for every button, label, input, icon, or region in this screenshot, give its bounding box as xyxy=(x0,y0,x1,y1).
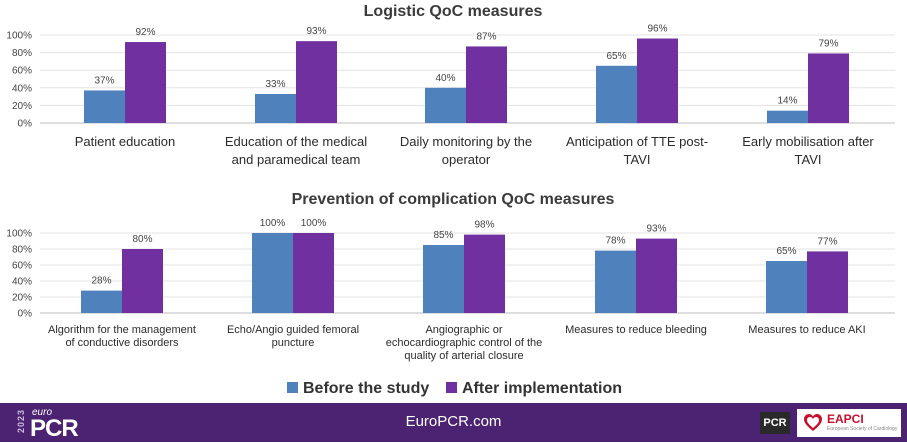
chart1-data-label: 93% xyxy=(306,26,326,37)
chart2-data-label: 28% xyxy=(91,276,111,287)
chart1-category-label: Early mobilisation after xyxy=(742,134,874,149)
eapci-subtitle: European Society of Cardiology xyxy=(827,426,898,432)
legend-label-after: After implementation xyxy=(462,380,622,397)
chart1-title: Logistic QoC measures xyxy=(364,3,543,20)
legend-label-before: Before the study xyxy=(303,380,429,397)
chart2-category-label: Measures to reduce bleeding xyxy=(565,324,707,336)
chart2-bar-after xyxy=(636,238,677,313)
chart2-data-label: 78% xyxy=(605,236,625,247)
chart1-data-label: 79% xyxy=(818,38,838,49)
chart2-bar-after xyxy=(122,249,163,313)
chart2-data-label: 100% xyxy=(260,218,286,229)
chart1-data-label: 40% xyxy=(435,73,455,84)
chart2-y-tick-label: 20% xyxy=(12,293,32,304)
chart2-category-label: echocardiographic control of the xyxy=(386,337,543,349)
chart1-data-label: 65% xyxy=(606,51,626,62)
chart1-data-label: 14% xyxy=(777,96,797,107)
chart2-bar-after xyxy=(807,251,848,313)
chart2-y-tick-label: 60% xyxy=(12,261,32,272)
chart2-data-label: 100% xyxy=(301,218,327,229)
chart1-category-label: Anticipation of TTE post- xyxy=(566,134,708,149)
chart2-category-label: quality of arterial closure xyxy=(404,350,523,362)
chart1-data-label: 37% xyxy=(94,75,114,86)
chart1-y-tick-label: 20% xyxy=(12,101,32,112)
chart1-data-label: 87% xyxy=(476,31,496,42)
pcr-badge-logo: PCR xyxy=(760,412,790,434)
chart1-y-tick-label: 40% xyxy=(12,83,32,94)
chart2-y-tick-label: 40% xyxy=(12,277,32,288)
chart1-bar-before xyxy=(425,87,466,123)
chart2-y-tick-label: 0% xyxy=(18,309,33,320)
chart1-y-tick-label: 80% xyxy=(12,48,32,59)
chart2-data-label: 65% xyxy=(776,246,796,257)
chart1-category-label: Daily monitoring by the xyxy=(400,134,532,149)
chart1-y-tick-label: 100% xyxy=(6,31,32,42)
chart2-bar-after xyxy=(293,233,334,313)
chart2-data-label: 85% xyxy=(433,230,453,241)
eapci-logo: EAPCI European Society of Cardiology xyxy=(797,409,901,437)
chart2-data-label: 93% xyxy=(646,224,666,235)
chart1-bar-after xyxy=(125,42,166,123)
chart1-category-label: Patient education xyxy=(75,134,175,149)
chart2-category-label: Measures to reduce AKI xyxy=(748,324,865,336)
chart1-category-label: operator xyxy=(442,152,491,167)
chart1-bar-before xyxy=(255,93,296,123)
chart2-title: Prevention of complication QoC measures xyxy=(292,191,615,208)
chart1-bar-before xyxy=(767,110,808,123)
chart1-data-label: 33% xyxy=(265,79,285,90)
legend-swatch-before xyxy=(287,382,298,393)
chart1-bar-before xyxy=(596,65,637,123)
chart2-category-label: Echo/Angio guided femoral xyxy=(227,324,359,336)
footer-website: EuroPCR.com xyxy=(405,413,502,430)
chart1-bar-before xyxy=(84,90,125,123)
chart2-data-label: 98% xyxy=(474,220,494,231)
footer-pcr: PCR xyxy=(30,415,79,442)
chart2-category-label: puncture xyxy=(272,337,315,349)
chart1-category-label: Education of the medical xyxy=(225,134,367,149)
chart-area: Logistic QoC measures 0% 20% 40% 60% 80% 100% 3… xyxy=(6,3,895,397)
chart2-category-label: Algorithm for the management xyxy=(48,324,196,336)
chart2-y-tick-label: 80% xyxy=(12,245,32,256)
chart2-category-label: of conductive disorders xyxy=(65,337,179,349)
chart2-bar-before xyxy=(595,250,636,313)
chart1-data-label: 96% xyxy=(647,24,667,35)
footer-bar: 2023 euro PCR EuroPCR.com PCR EAPCI Euro… xyxy=(0,403,907,442)
chart1-data-label: 92% xyxy=(135,27,155,38)
chart2-data-label: 77% xyxy=(817,236,837,247)
chart1-category-label: TAVI xyxy=(624,152,651,167)
eapci-text: EAPCI xyxy=(827,412,864,426)
chart1-bar-after xyxy=(808,53,849,124)
chart2-bar-after xyxy=(464,234,505,313)
chart1-y-tick-label: 60% xyxy=(12,66,32,77)
chart1-bar-after xyxy=(637,38,678,123)
legend-swatch-after xyxy=(446,382,457,393)
heart-icon xyxy=(804,414,822,431)
chart2-bar-before xyxy=(423,245,464,313)
europcr-logo: 2023 euro PCR xyxy=(8,405,98,442)
chart2-bar-before xyxy=(766,261,807,313)
chart1-category-label: TAVI xyxy=(795,152,822,167)
chart2-bar-before xyxy=(252,233,293,313)
chart1-y-tick-label: 0% xyxy=(18,119,33,130)
chart1-category-label: and paramedical team xyxy=(232,152,361,167)
chart2-bar-before xyxy=(81,290,122,313)
chart2-data-label: 80% xyxy=(132,234,152,245)
footer-euro: euro xyxy=(32,407,53,418)
chart1-bar-after xyxy=(296,41,337,123)
chart2-category-label: Angiographic or xyxy=(425,324,502,336)
chart1-bar-after xyxy=(466,46,507,123)
chart2-y-tick-label: 100% xyxy=(6,229,32,240)
